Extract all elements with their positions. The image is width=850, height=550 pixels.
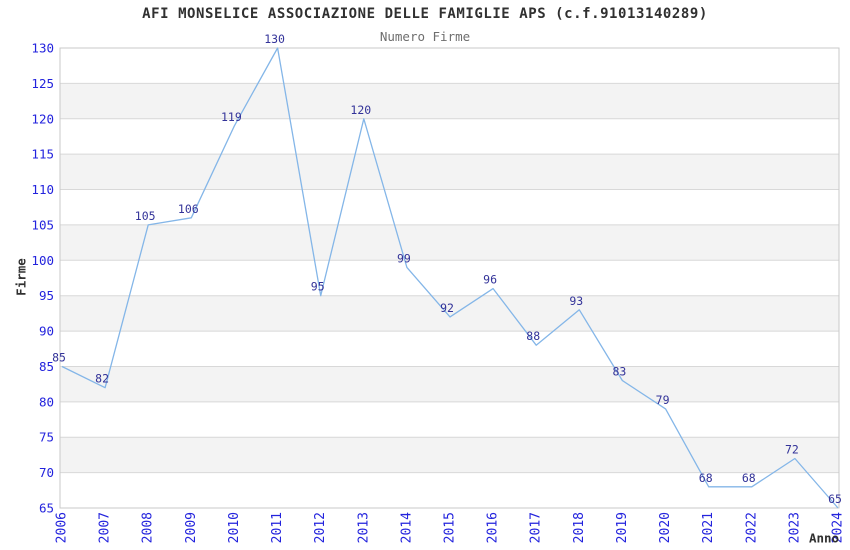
y-tick-label: 130 <box>31 41 54 56</box>
x-tick-label: 2018 <box>572 512 587 543</box>
plot-band <box>60 437 839 473</box>
data-label: 68 <box>699 471 713 485</box>
plot-band <box>60 295 839 332</box>
data-label: 106 <box>178 202 199 216</box>
data-label: 130 <box>264 32 285 46</box>
data-line <box>61 47 839 509</box>
x-tick-label: 2021 <box>701 512 716 543</box>
y-tick-label: 75 <box>39 430 54 445</box>
data-label: 120 <box>350 103 371 117</box>
data-label: 95 <box>311 280 325 294</box>
chart-subtitle: Numero Firme <box>379 29 471 44</box>
y-tick-label: 115 <box>31 147 54 162</box>
x-tick-label: 2010 <box>227 512 242 543</box>
y-tick-label: 80 <box>39 394 54 409</box>
data-label: 72 <box>785 443 799 457</box>
x-tick-label: 2007 <box>98 512 113 543</box>
plot-band <box>60 366 839 402</box>
y-tick-label: 125 <box>31 76 54 91</box>
plot-band <box>60 224 839 261</box>
plot-band <box>60 154 839 190</box>
x-axis-title: Anno <box>808 530 840 546</box>
y-tick-label: 100 <box>31 253 54 268</box>
data-label: 79 <box>656 393 670 407</box>
x-tick-label: 2020 <box>658 512 673 543</box>
data-label: 88 <box>526 329 540 343</box>
data-label: 119 <box>221 110 242 124</box>
data-label: 85 <box>52 351 66 365</box>
y-tick-label: 85 <box>39 359 54 374</box>
x-tick-label: 2015 <box>443 512 458 543</box>
x-tick-label: 2023 <box>787 512 802 543</box>
data-label: 99 <box>397 251 411 265</box>
y-tick-label: 105 <box>31 217 54 232</box>
plot-border <box>59 47 840 509</box>
x-tick-label: 2013 <box>356 512 371 543</box>
x-tick-label: 2019 <box>615 512 630 543</box>
x-tick-label: 2006 <box>55 512 70 543</box>
data-label: 83 <box>612 365 626 379</box>
x-tick-label: 2011 <box>270 512 285 543</box>
y-tick-label: 120 <box>31 111 54 126</box>
y-tick-label: 95 <box>39 288 54 303</box>
y-tick-label: 70 <box>39 465 54 480</box>
data-label: 82 <box>95 372 109 386</box>
plot-band <box>60 83 839 119</box>
x-tick-label: 2008 <box>141 512 156 543</box>
x-tick-label: 2014 <box>399 512 414 543</box>
data-label: 105 <box>135 209 156 223</box>
data-label: 92 <box>440 301 454 315</box>
x-tick-label: 2022 <box>744 512 759 543</box>
data-label: 68 <box>742 471 756 485</box>
x-tick-label: 2012 <box>313 512 328 543</box>
data-label: 96 <box>483 273 497 287</box>
data-label: 93 <box>569 294 583 308</box>
y-tick-label: 65 <box>39 501 54 516</box>
x-tick-label: 2024 <box>831 512 846 543</box>
chart-title: AFI MONSELICE ASSOCIAZIONE DELLE FAMIGLI… <box>142 6 708 22</box>
y-tick-label: 110 <box>31 182 54 197</box>
x-tick-label: 2017 <box>529 512 544 543</box>
x-tick-label: 2016 <box>486 512 501 543</box>
x-tick-label: 2009 <box>184 512 199 543</box>
y-axis-title: Firme <box>13 258 29 296</box>
data-label: 65 <box>828 492 842 506</box>
y-tick-label: 90 <box>39 324 54 339</box>
